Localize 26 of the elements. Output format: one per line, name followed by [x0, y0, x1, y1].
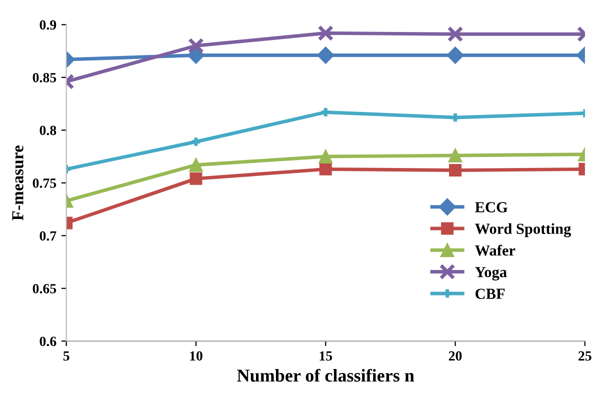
y-tick-label: 0.8 — [40, 126, 56, 136]
point — [446, 46, 464, 64]
y-tick-label: 0.75 — [32, 178, 56, 188]
y-axis-title: F-measure — [12, 146, 24, 220]
point — [447, 26, 464, 42]
legend-label: Yoga — [475, 267, 507, 280]
legend-label: Wafer — [475, 244, 516, 256]
point — [318, 150, 333, 164]
y-tick-label: 0.7 — [40, 231, 56, 241]
x-tick-label: 25 — [578, 351, 592, 361]
y-tick-label: 0.9 — [40, 20, 56, 30]
y-tick-label: 0.6 — [40, 336, 56, 346]
legend-label: Word Spotting — [475, 223, 572, 238]
x-tick-label: 20 — [448, 351, 462, 361]
x-axis-title: Number of classifiers n — [237, 368, 414, 382]
legend-label: CBF — [476, 288, 505, 299]
point — [317, 46, 334, 64]
x-tick-label: 15 — [320, 351, 332, 361]
x-tick-label: 5 — [63, 351, 70, 361]
point — [318, 25, 334, 42]
y-tick-label: 0.85 — [32, 72, 56, 82]
legend-label: ECG — [475, 202, 508, 212]
point — [448, 148, 462, 162]
y-tick-label: 0.65 — [32, 284, 56, 294]
point — [319, 162, 332, 176]
x-tick-label: 10 — [190, 351, 202, 361]
